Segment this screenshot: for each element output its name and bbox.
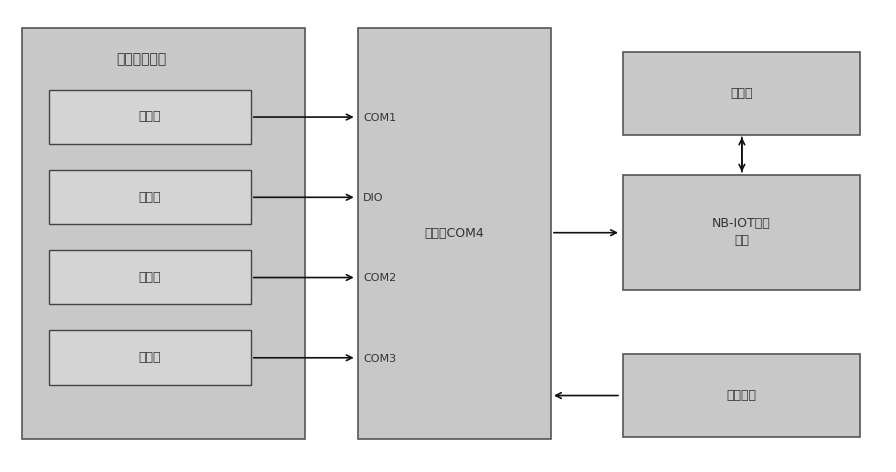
Bar — [49, 250, 251, 304]
Bar — [22, 28, 305, 439]
Bar — [358, 28, 551, 439]
Text: COM2: COM2 — [363, 273, 396, 284]
Text: 工作站: 工作站 — [730, 87, 753, 100]
Bar — [623, 52, 860, 135]
Text: 水位计: 水位计 — [139, 110, 161, 123]
Text: 雨量计: 雨量计 — [139, 191, 161, 203]
Bar — [49, 170, 251, 224]
Bar — [623, 175, 860, 290]
Text: COM1: COM1 — [363, 113, 396, 123]
Bar — [49, 90, 251, 144]
Text: 流速计: 流速计 — [139, 351, 161, 364]
Bar — [49, 330, 251, 385]
Text: 流量计: 流量计 — [139, 271, 161, 284]
Text: 单片机COM4: 单片机COM4 — [425, 227, 485, 240]
Text: COM3: COM3 — [363, 354, 396, 364]
Text: 水文监控模块: 水文监控模块 — [116, 52, 166, 66]
Text: DIO: DIO — [363, 193, 383, 203]
Text: NB-IOT收发
模块: NB-IOT收发 模块 — [712, 218, 771, 247]
Text: 电源接口: 电源接口 — [727, 389, 756, 402]
Bar — [623, 354, 860, 437]
